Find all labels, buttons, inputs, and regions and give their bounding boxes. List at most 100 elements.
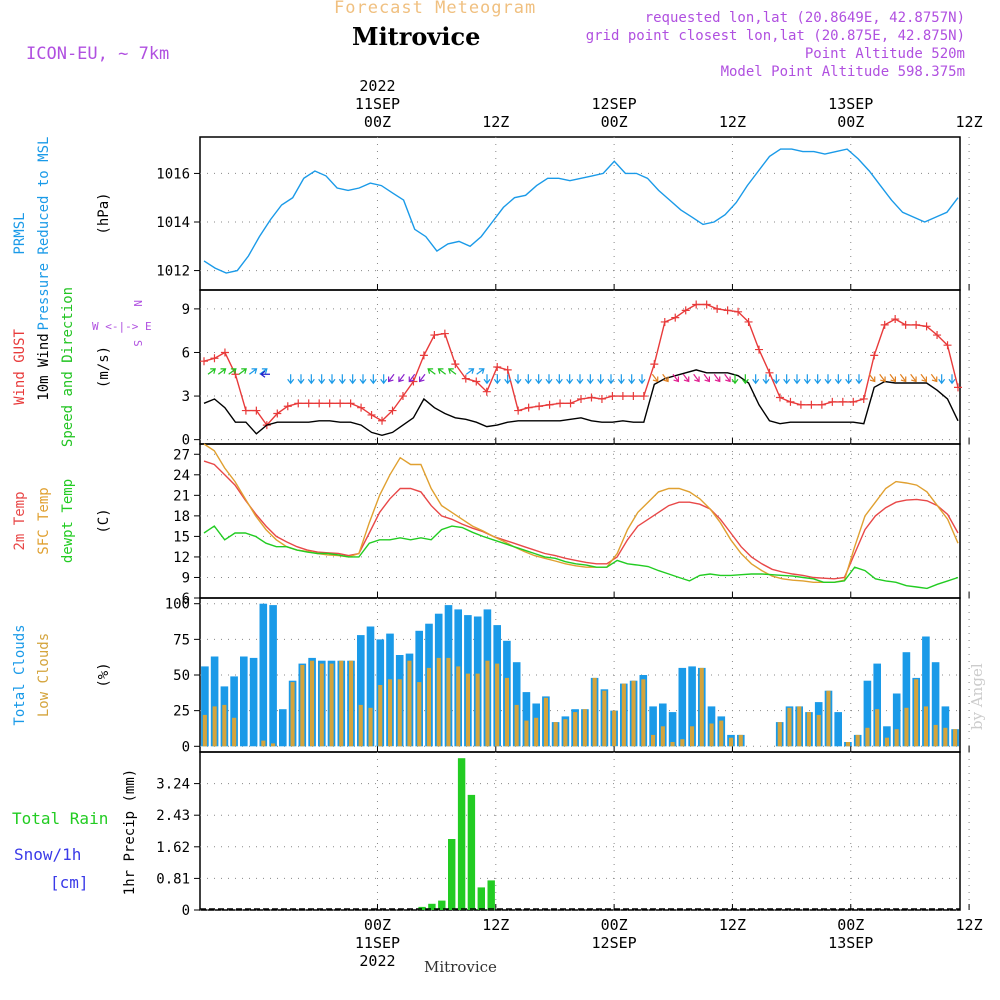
y-tick-label: 0 bbox=[182, 903, 190, 919]
gust-marker bbox=[430, 331, 439, 340]
compass-we: W <-|-> E bbox=[92, 320, 152, 333]
gust-marker bbox=[755, 345, 764, 354]
compass-n: N bbox=[131, 300, 144, 307]
requested-coords: requested lon,lat (20.8649E, 42.8757N) bbox=[644, 10, 965, 26]
bar-total-clouds bbox=[279, 709, 287, 747]
wind-direction-arrow bbox=[217, 368, 227, 375]
bar-low-clouds bbox=[612, 710, 617, 747]
gust-marker bbox=[597, 394, 606, 403]
bar-low-clouds bbox=[631, 680, 636, 747]
series-line-wind-gust bbox=[203, 303, 959, 427]
model-label: ICON-EU, ~ 7km bbox=[26, 44, 170, 64]
top-time-label: 00Z bbox=[364, 113, 391, 131]
wind-direction-arrow bbox=[617, 374, 625, 385]
bottom-time-label: 00Z bbox=[601, 916, 628, 934]
y-tick-label: 9 bbox=[182, 570, 190, 586]
bar-low-clouds bbox=[543, 697, 548, 747]
wind-direction-arrow bbox=[380, 374, 388, 385]
axis-unit: (%) bbox=[96, 662, 112, 687]
panel-pressure: 1012 1014 1016 PRMSL Pressure Reduced to MSL… bbox=[12, 136, 970, 330]
gust-marker bbox=[859, 394, 868, 403]
gust-marker bbox=[283, 402, 292, 411]
bar-low-clouds bbox=[563, 719, 568, 747]
y-tick-label: 1016 bbox=[156, 166, 190, 182]
wind-direction-arrow bbox=[879, 373, 886, 383]
panel-frame bbox=[199, 751, 961, 911]
wind-direction-arrow bbox=[855, 374, 863, 385]
bar-total-clouds bbox=[902, 652, 911, 747]
gust-marker bbox=[315, 399, 324, 408]
bar-low-clouds bbox=[641, 679, 646, 747]
gust-marker bbox=[398, 392, 407, 401]
gust-marker bbox=[629, 392, 638, 401]
gust-marker bbox=[786, 397, 795, 406]
wind-direction-arrow bbox=[388, 373, 395, 383]
gust-marker bbox=[503, 365, 512, 374]
y-tick-label: 18 bbox=[173, 509, 190, 525]
y-tick-label: 6 bbox=[182, 345, 190, 361]
bar-low-clouds bbox=[329, 663, 334, 747]
bar-low-clouds bbox=[261, 740, 266, 747]
wind-direction-arrow bbox=[448, 368, 457, 375]
series-line-prmsl bbox=[203, 148, 959, 274]
wind-direction-arrow bbox=[824, 374, 832, 385]
bottom-time-label: 12Z bbox=[956, 916, 983, 934]
gust-marker bbox=[671, 313, 680, 322]
bar-low-clouds bbox=[709, 723, 714, 747]
gust-marker bbox=[933, 331, 942, 340]
wind-direction-arrow bbox=[307, 374, 315, 385]
wind-direction-arrow bbox=[834, 374, 842, 385]
bar-low-clouds bbox=[319, 663, 324, 747]
wind-direction-arrow bbox=[920, 373, 927, 383]
bar-low-clouds bbox=[582, 709, 587, 747]
bar-low-clouds bbox=[407, 660, 412, 747]
gust-marker bbox=[692, 300, 701, 309]
gust-marker bbox=[241, 406, 250, 415]
gust-marker bbox=[775, 393, 784, 402]
wind-direction-arrow bbox=[207, 368, 216, 375]
bar-total-clouds bbox=[931, 662, 940, 747]
y-tick-label: 3 bbox=[182, 389, 190, 405]
wind-direction-arrow bbox=[930, 373, 938, 383]
bar-total-clouds bbox=[873, 663, 881, 747]
gust-marker bbox=[252, 406, 261, 415]
bottom-time-label: 12Z bbox=[719, 916, 746, 934]
bar-low-clouds bbox=[884, 737, 889, 747]
bar-low-clouds bbox=[504, 677, 509, 747]
gust-marker bbox=[378, 416, 387, 425]
bottom-date-label: 13SEP bbox=[828, 934, 873, 952]
gust-marker bbox=[556, 399, 565, 408]
panel-temperature: 6 9 12 15 18 21 24 27 2m Temp SFC Temp dewpt Temp (… bbox=[12, 443, 970, 607]
gust-marker bbox=[954, 383, 962, 392]
wind-direction-arrow bbox=[483, 374, 491, 385]
wind-direction-arrow bbox=[752, 374, 760, 385]
grid-point-coords: grid point closest lon,lat (20.875E, 42.… bbox=[585, 28, 965, 44]
bar-low-clouds bbox=[573, 712, 578, 747]
bar-total-clouds bbox=[892, 693, 901, 747]
bar-low-clouds bbox=[797, 706, 802, 747]
gust-marker bbox=[723, 306, 732, 315]
axis-label-rain: Total Rain bbox=[12, 809, 108, 828]
wind-direction-arrow bbox=[524, 374, 532, 385]
wind-direction-arrow bbox=[359, 374, 367, 385]
gust-marker bbox=[838, 397, 847, 406]
wind-direction-arrow bbox=[638, 374, 646, 385]
top-time-label: 12Z bbox=[482, 113, 509, 131]
wind-direction-arrow bbox=[693, 373, 700, 383]
wind-direction-arrow bbox=[566, 374, 574, 385]
gust-marker bbox=[524, 403, 533, 412]
panel-clouds: 0 25 50 75 100 Total Clouds Low Clouds (%) bbox=[12, 597, 970, 755]
wind-direction-arrow bbox=[724, 373, 731, 383]
bar-total-clouds bbox=[522, 692, 531, 747]
bar-total-clouds bbox=[230, 676, 238, 747]
wind-direction-arrow bbox=[607, 374, 615, 385]
bar-total-rain bbox=[477, 887, 485, 910]
bar-low-clouds bbox=[456, 666, 461, 747]
bar-low-clouds bbox=[349, 660, 354, 747]
y-tick-label: 27 bbox=[173, 447, 190, 463]
bar-low-clouds bbox=[933, 724, 938, 747]
bar-low-clouds bbox=[436, 657, 441, 747]
bar-low-clouds bbox=[690, 726, 695, 747]
gust-marker bbox=[639, 392, 648, 401]
